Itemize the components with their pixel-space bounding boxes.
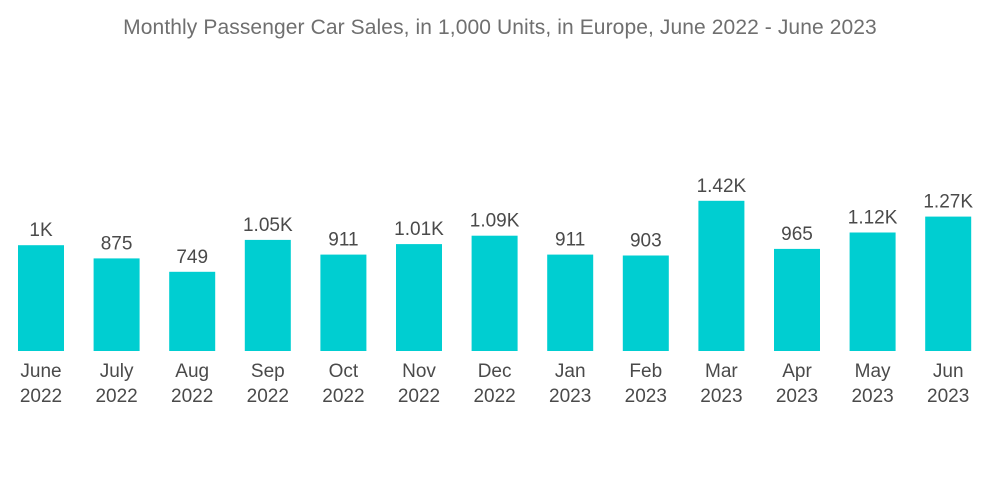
bar-6	[471, 235, 518, 351]
data-label-11: 1.12K	[848, 208, 898, 229]
x-tick-year-3: 2022	[247, 386, 289, 407]
data-label-6: 1.09K	[470, 211, 520, 232]
data-label-12: 1.27K	[923, 192, 973, 213]
x-tick-label-4: Oct 2022	[322, 361, 364, 407]
bar-9	[698, 200, 745, 351]
bar-3	[244, 239, 291, 351]
x-tick-year-2: 2022	[171, 386, 213, 407]
data-label-10: 965	[781, 224, 813, 245]
bar-7	[547, 254, 594, 351]
data-label-9: 1.42K	[697, 176, 747, 197]
data-label-3: 1.05K	[243, 215, 293, 236]
chart-title: Monthly Passenger Car Sales, in 1,000 Un…	[123, 16, 877, 39]
x-tick-label-11: May 2023	[851, 361, 893, 407]
bar-1	[93, 258, 140, 351]
x-tick-month-8: Feb	[629, 361, 662, 382]
x-tick-label-3: Sep 2022	[247, 361, 289, 407]
x-tick-label-6: Dec 2022	[473, 361, 515, 407]
bar-0	[18, 245, 64, 351]
x-tick-year-6: 2022	[473, 386, 515, 407]
x-tick-month-10: Apr	[782, 361, 812, 382]
x-tick-month-7: Jan	[555, 361, 586, 382]
x-tick-year-7: 2023	[549, 386, 591, 407]
bar-8	[622, 255, 669, 351]
x-tick-label-7: Jan 2023	[549, 361, 591, 407]
data-label-7: 911	[555, 230, 585, 251]
x-tick-month-9: Mar	[705, 361, 738, 382]
x-tick-month-1: July	[100, 361, 134, 382]
x-tick-label-0: June 2022	[20, 361, 62, 407]
data-label-8: 903	[630, 231, 662, 252]
x-tick-label-9: Mar 2023	[700, 361, 742, 407]
bar-10	[774, 248, 820, 351]
x-tick-label-10: Apr 2023	[776, 361, 818, 407]
x-tick-month-6: Dec	[478, 361, 512, 382]
x-tick-month-3: Sep	[251, 361, 285, 382]
bar-2	[169, 271, 216, 351]
x-tick-year-4: 2022	[322, 386, 364, 407]
bar-4	[320, 254, 367, 351]
x-tick-month-5: Nov	[402, 361, 436, 382]
bar-11	[849, 232, 896, 351]
x-tick-label-8: Feb 2023	[625, 361, 667, 407]
x-tick-year-12: 2023	[927, 386, 969, 407]
x-tick-year-0: 2022	[20, 386, 62, 407]
bar-12	[925, 216, 972, 351]
x-tick-label-2: Aug 2022	[171, 361, 213, 407]
x-tick-month-12: Jun	[933, 361, 964, 382]
x-tick-year-8: 2023	[625, 386, 667, 407]
x-tick-year-5: 2022	[398, 386, 440, 407]
x-tick-month-2: Aug	[175, 361, 209, 382]
data-label-5: 1.01K	[394, 219, 444, 240]
x-tick-year-11: 2023	[851, 386, 893, 407]
data-label-0: 1K	[29, 220, 53, 241]
data-label-1: 875	[101, 233, 133, 254]
x-tick-month-11: May	[855, 361, 891, 382]
x-tick-year-9: 2023	[700, 386, 742, 407]
x-tick-year-1: 2022	[95, 386, 137, 407]
x-tick-year-10: 2023	[776, 386, 818, 407]
bar-5	[396, 244, 442, 351]
x-tick-label-1: July 2022	[95, 361, 137, 407]
x-tick-month-0: June	[20, 361, 61, 382]
x-tick-label-5: Nov 2022	[398, 361, 440, 407]
data-label-2: 749	[176, 247, 208, 268]
x-tick-label-12: Jun 2023	[927, 361, 969, 407]
data-label-4: 911	[328, 230, 358, 251]
x-tick-month-4: Oct	[329, 361, 359, 382]
